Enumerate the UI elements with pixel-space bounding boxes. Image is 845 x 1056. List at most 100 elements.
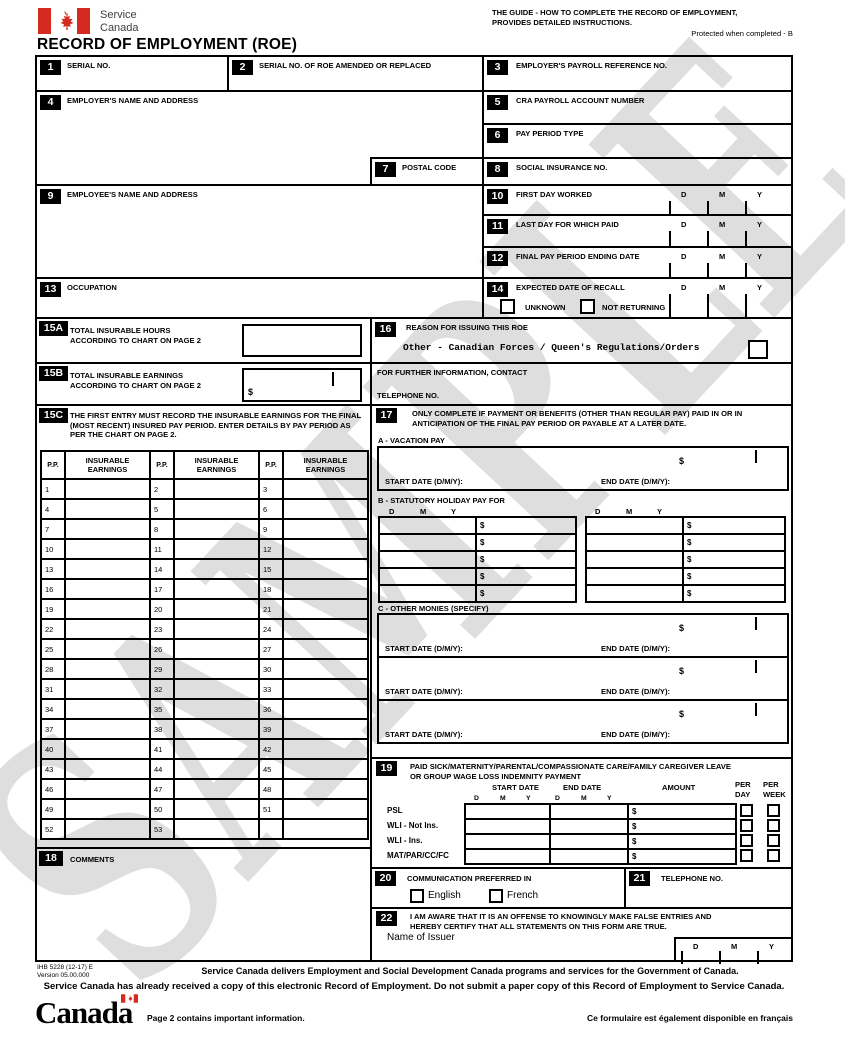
earnings-input-cell[interactable]: [282, 658, 369, 680]
field-first-day-worked[interactable]: 10 FIRST DAY WORKED D M Y: [482, 184, 791, 216]
earnings-input-cell[interactable]: [173, 698, 260, 720]
per-day-checkbox[interactable]: [740, 834, 753, 847]
special-end-date-cell[interactable]: [549, 833, 629, 850]
earnings-input-cell[interactable]: [64, 678, 151, 700]
english-checkbox[interactable]: [410, 889, 424, 903]
earnings-input-cell[interactable]: [173, 658, 260, 680]
reason-code-box[interactable]: [748, 340, 768, 359]
statutory-amount-cell[interactable]: $: [475, 550, 577, 569]
special-start-date-cell[interactable]: [464, 848, 551, 865]
dmy-cell[interactable]: D: [669, 250, 707, 278]
field-occupation[interactable]: 13 OCCUPATION: [37, 277, 482, 317]
statutory-date-cell[interactable]: [378, 516, 477, 535]
earnings-input-cell[interactable]: [64, 638, 151, 660]
per-week-checkbox[interactable]: [767, 834, 780, 847]
dmy-cell[interactable]: Y: [745, 188, 783, 216]
earnings-input-cell[interactable]: [64, 738, 151, 760]
per-day-checkbox[interactable]: [740, 849, 753, 862]
statutory-amount-cell[interactable]: $: [475, 533, 577, 552]
earnings-input-cell[interactable]: [64, 618, 151, 640]
earnings-input-cell[interactable]: [173, 598, 260, 620]
field-serial-no[interactable]: 1 SERIAL NO.: [37, 57, 227, 90]
dmy-cell[interactable]: Y: [745, 218, 783, 246]
field-telephone-no[interactable]: 21 TELEPHONE NO.: [624, 867, 791, 907]
earnings-input-cell[interactable]: [282, 498, 369, 520]
earnings-input-cell[interactable]: [64, 518, 151, 540]
dmy-cell[interactable]: D: [669, 218, 707, 246]
earnings-input-cell[interactable]: [282, 478, 369, 500]
earnings-input-cell[interactable]: [173, 678, 260, 700]
earnings-input-cell[interactable]: [282, 798, 369, 820]
earnings-input-cell[interactable]: [64, 578, 151, 600]
statutory-amount-cell[interactable]: $: [475, 516, 577, 535]
earnings-input-cell[interactable]: [282, 558, 369, 580]
statutory-amount-cell[interactable]: $: [682, 533, 786, 552]
other-monies-block[interactable]: $ START DATE (D/M/Y): END DATE (D/M/Y):: [377, 699, 789, 744]
statutory-amount-cell[interactable]: $: [682, 516, 786, 535]
total-insurable-hours-input[interactable]: [242, 324, 362, 357]
earnings-input-cell[interactable]: [64, 498, 151, 520]
special-amount-cell[interactable]: $: [627, 803, 737, 820]
dmy-cell[interactable]: M: [707, 188, 745, 216]
recall-unknown-checkbox[interactable]: [500, 299, 515, 314]
recall-not-returning-checkbox[interactable]: [580, 299, 595, 314]
earnings-input-cell[interactable]: [282, 738, 369, 760]
earnings-input-cell[interactable]: [282, 778, 369, 800]
per-week-checkbox[interactable]: [767, 819, 780, 832]
earnings-input-cell[interactable]: [282, 818, 369, 840]
earnings-input-cell[interactable]: [282, 678, 369, 700]
earnings-input-cell[interactable]: [64, 778, 151, 800]
earnings-input-cell[interactable]: [173, 798, 260, 820]
earnings-input-cell[interactable]: [173, 498, 260, 520]
per-week-checkbox[interactable]: [767, 849, 780, 862]
statutory-amount-cell[interactable]: $: [682, 584, 786, 603]
field-final-pay-period-ending[interactable]: 12 FINAL PAY PERIOD ENDING DATE D M Y: [482, 246, 791, 278]
special-amount-cell[interactable]: $: [627, 848, 737, 865]
dmy-cell[interactable]: D: [681, 940, 719, 964]
earnings-input-cell[interactable]: [64, 758, 151, 780]
dmy-cell[interactable]: D: [669, 281, 707, 317]
earnings-input-cell[interactable]: [173, 518, 260, 540]
earnings-input-cell[interactable]: [64, 478, 151, 500]
statutory-amount-cell[interactable]: $: [475, 567, 577, 586]
dmy-cell[interactable]: M: [707, 250, 745, 278]
earnings-input-cell[interactable]: [173, 818, 260, 840]
earnings-input-cell[interactable]: [282, 638, 369, 660]
earnings-input-cell[interactable]: [64, 718, 151, 740]
dmy-cell[interactable]: M: [707, 281, 745, 317]
statutory-amount-cell[interactable]: $: [475, 584, 577, 603]
earnings-input-cell[interactable]: [282, 698, 369, 720]
earnings-input-cell[interactable]: [282, 718, 369, 740]
earnings-input-cell[interactable]: [173, 758, 260, 780]
french-checkbox[interactable]: [489, 889, 503, 903]
earnings-input-cell[interactable]: [282, 578, 369, 600]
earnings-input-cell[interactable]: [64, 598, 151, 620]
earnings-input-cell[interactable]: [173, 538, 260, 560]
dmy-cell[interactable]: M: [707, 218, 745, 246]
earnings-input-cell[interactable]: [282, 538, 369, 560]
earnings-input-cell[interactable]: [282, 518, 369, 540]
statutory-date-cell[interactable]: [378, 567, 477, 586]
field-cra-payroll-account[interactable]: 5 CRA PAYROLL ACCOUNT NUMBER: [482, 90, 791, 123]
earnings-input-cell[interactable]: [173, 478, 260, 500]
earnings-input-cell[interactable]: [64, 658, 151, 680]
field-comments[interactable]: 18 COMMENTS: [37, 847, 370, 960]
statutory-date-cell[interactable]: [585, 516, 684, 535]
special-start-date-cell[interactable]: [464, 818, 551, 835]
statutory-date-cell[interactable]: [585, 550, 684, 569]
special-end-date-cell[interactable]: [549, 848, 629, 865]
earnings-input-cell[interactable]: [64, 558, 151, 580]
earnings-input-cell[interactable]: [173, 718, 260, 740]
statutory-date-cell[interactable]: [585, 533, 684, 552]
earnings-input-cell[interactable]: [64, 798, 151, 820]
earnings-input-cell[interactable]: [173, 738, 260, 760]
other-monies-block[interactable]: $ START DATE (D/M/Y): END DATE (D/M/Y):: [377, 656, 789, 701]
earnings-input-cell[interactable]: [64, 698, 151, 720]
per-day-checkbox[interactable]: [740, 804, 753, 817]
field-postal-code[interactable]: 7 POSTAL CODE: [370, 157, 482, 184]
statutory-amount-cell[interactable]: $: [682, 567, 786, 586]
special-amount-cell[interactable]: $: [627, 833, 737, 850]
earnings-input-cell[interactable]: [64, 538, 151, 560]
